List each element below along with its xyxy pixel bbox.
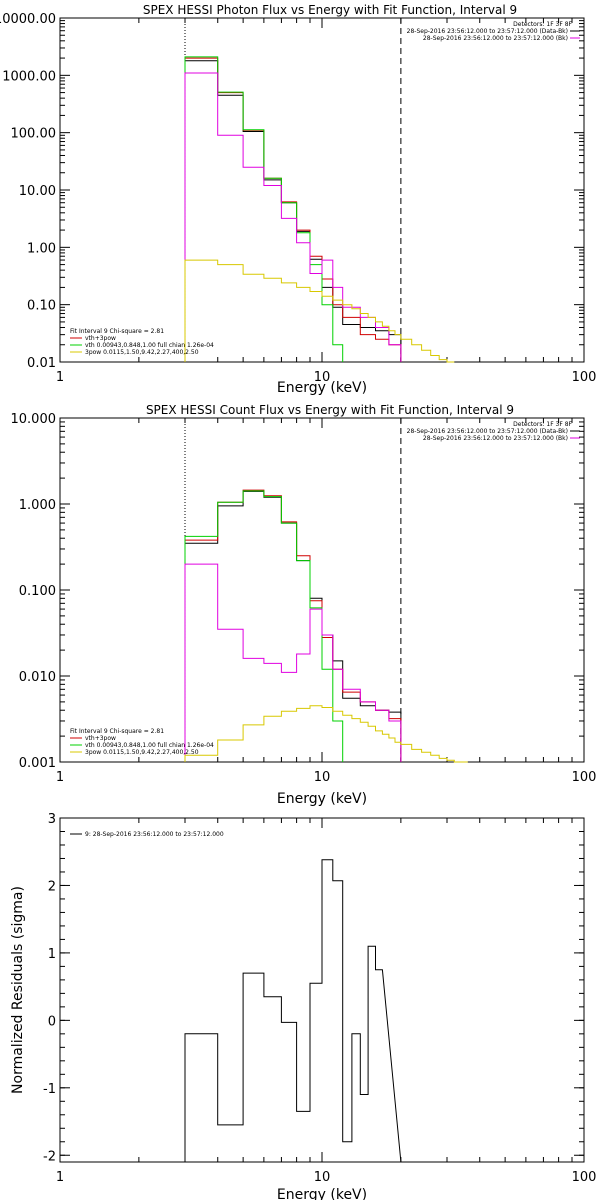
y-tick-label: 3 [48,812,56,827]
series-2-step-line [184,490,344,762]
legend-entry-label: 28-Sep-2016 23:56:12.000 to 23:57:12.000… [407,28,568,35]
panel-1-x-axis-label: Energy (keV) [277,380,367,396]
panel-2-title: SPEX HESSI Count Flux vs Energy with Fit… [146,403,514,417]
panel-1-title: SPEX HESSI Photon Flux vs Energy with Fi… [143,3,517,17]
y-tick-label: -2 [43,1149,56,1164]
y-tick-label: 10000.00 [0,12,56,27]
x-tick-label: 1 [56,370,64,385]
series-3-step-line [184,563,402,762]
y-tick-label: 1.00 [27,241,56,256]
series-0-step-line [184,60,402,362]
panel-2-x-axis-label: Energy (keV) [277,791,367,807]
panel-3-legend-top-left: 9: 28-Sep-2016 23:56:12.000 to 23:57:12.… [70,831,224,838]
legend-entry-label: 28-Sep-2016 23:56:12.000 to 23:57:12.000… [407,428,568,435]
panel-1-plot-frame [59,17,585,363]
legend-entry-label: 28-Sep-2016 23:56:12.000 to 23:57:12.000… [423,35,568,42]
legend-fit-header: Fit Interval 9 Chi-square = 2.81 [70,728,164,735]
y-tick-label: 0.100 [19,584,56,599]
y-tick-label: 10.00 [19,184,56,199]
panel-count-flux: SPEX HESSI Count Flux vs Energy with Fit… [11,403,597,807]
legend-entry-label: vth+3pow [85,735,116,742]
legend-entry-label: 9: 28-Sep-2016 23:56:12.000 to 23:57:12.… [85,831,224,838]
y-tick-label: 10.000 [11,412,57,427]
legend-entry-label: 3pow 0.0115,1.50,9.42,2.27,400,2.50 [85,749,199,756]
series-2-step-line [184,56,344,362]
y-tick-label: 0.10 [27,299,56,314]
y-tick-label: 0 [48,1014,56,1029]
series-0-step-line [184,859,402,1163]
legend-entry-label: vth 0.00943,0.848,1.00 full chian 1.26e-… [85,742,214,749]
panel-3-series [184,859,402,1163]
x-tick-label: 100 [572,1170,597,1185]
x-tick-label: 10 [314,770,331,785]
panel-1-ticks: 1 10 100 0.01 0.10 1.00 10.00 100.00 1000.00 1000… [0,12,596,385]
x-tick-label: 100 [572,370,597,385]
panel-3-x-axis-label: Energy (keV) [277,1187,367,1200]
legend-entry-label: vth+3pow [85,335,116,342]
legend-detectors: Detectors: 1F 3F 8F [513,21,572,28]
panel-photon-flux: SPEX HESSI Photon Flux vs Energy with Fi… [0,3,596,396]
y-tick-label: 100.00 [11,127,57,142]
y-tick-label: 0.01 [27,356,56,371]
y-tick-label: 1000.00 [2,69,56,84]
y-tick-label: 0.001 [19,756,56,771]
x-tick-label: 10 [314,370,331,385]
panel-1-legend-bottom-left: Fit Interval 9 Chi-square = 2.81vth+3pow… [70,328,214,356]
series-3-step-line [184,72,402,362]
legend-detectors: Detectors: 1F 3F 8F [513,421,572,428]
x-tick-label: 1 [56,770,64,785]
y-tick-label: 2 [48,879,56,894]
y-tick-label: 1 [48,947,56,962]
legend-entry-label: 28-Sep-2016 23:56:12.000 to 23:57:12.000… [423,435,568,442]
legend-fit-header: Fit Interval 9 Chi-square = 2.81 [70,328,164,335]
panel-1-series [184,56,455,363]
panel-2-legend-bottom-left: Fit Interval 9 Chi-square = 2.81vth+3pow… [70,728,214,756]
panel-3-ticks: 1 10 100 -2 -1 0 1 2 3 [43,812,596,1185]
x-tick-label: 10 [314,1170,331,1185]
legend-entry-label: vth 0.00943,0.848,1.00 full chian 1.26e-… [85,342,214,349]
x-tick-label: 100 [572,770,597,785]
legend-entry-label: 3pow 0.0115,1.50,9.42,2.27,400,2.50 [85,349,199,356]
series-4-step-line [184,259,455,363]
panel-2-ticks: 1 10 100 0.001 0.010 0.100 1.000 10.000 [11,412,597,785]
panel-3-y-axis-label: Normalized Residuals (sigma) [10,886,26,1094]
x-tick-label: 1 [56,1170,64,1185]
series-4-step-line [184,705,468,763]
panel-2-series [184,489,468,763]
panel-2-plot-frame [59,417,585,763]
panel-residuals: Energy (keV) Normalized Residuals (sigma… [10,812,596,1200]
y-tick-label: 0.010 [19,670,56,685]
y-tick-label: 1.000 [19,498,56,513]
y-tick-label: -1 [43,1082,56,1097]
